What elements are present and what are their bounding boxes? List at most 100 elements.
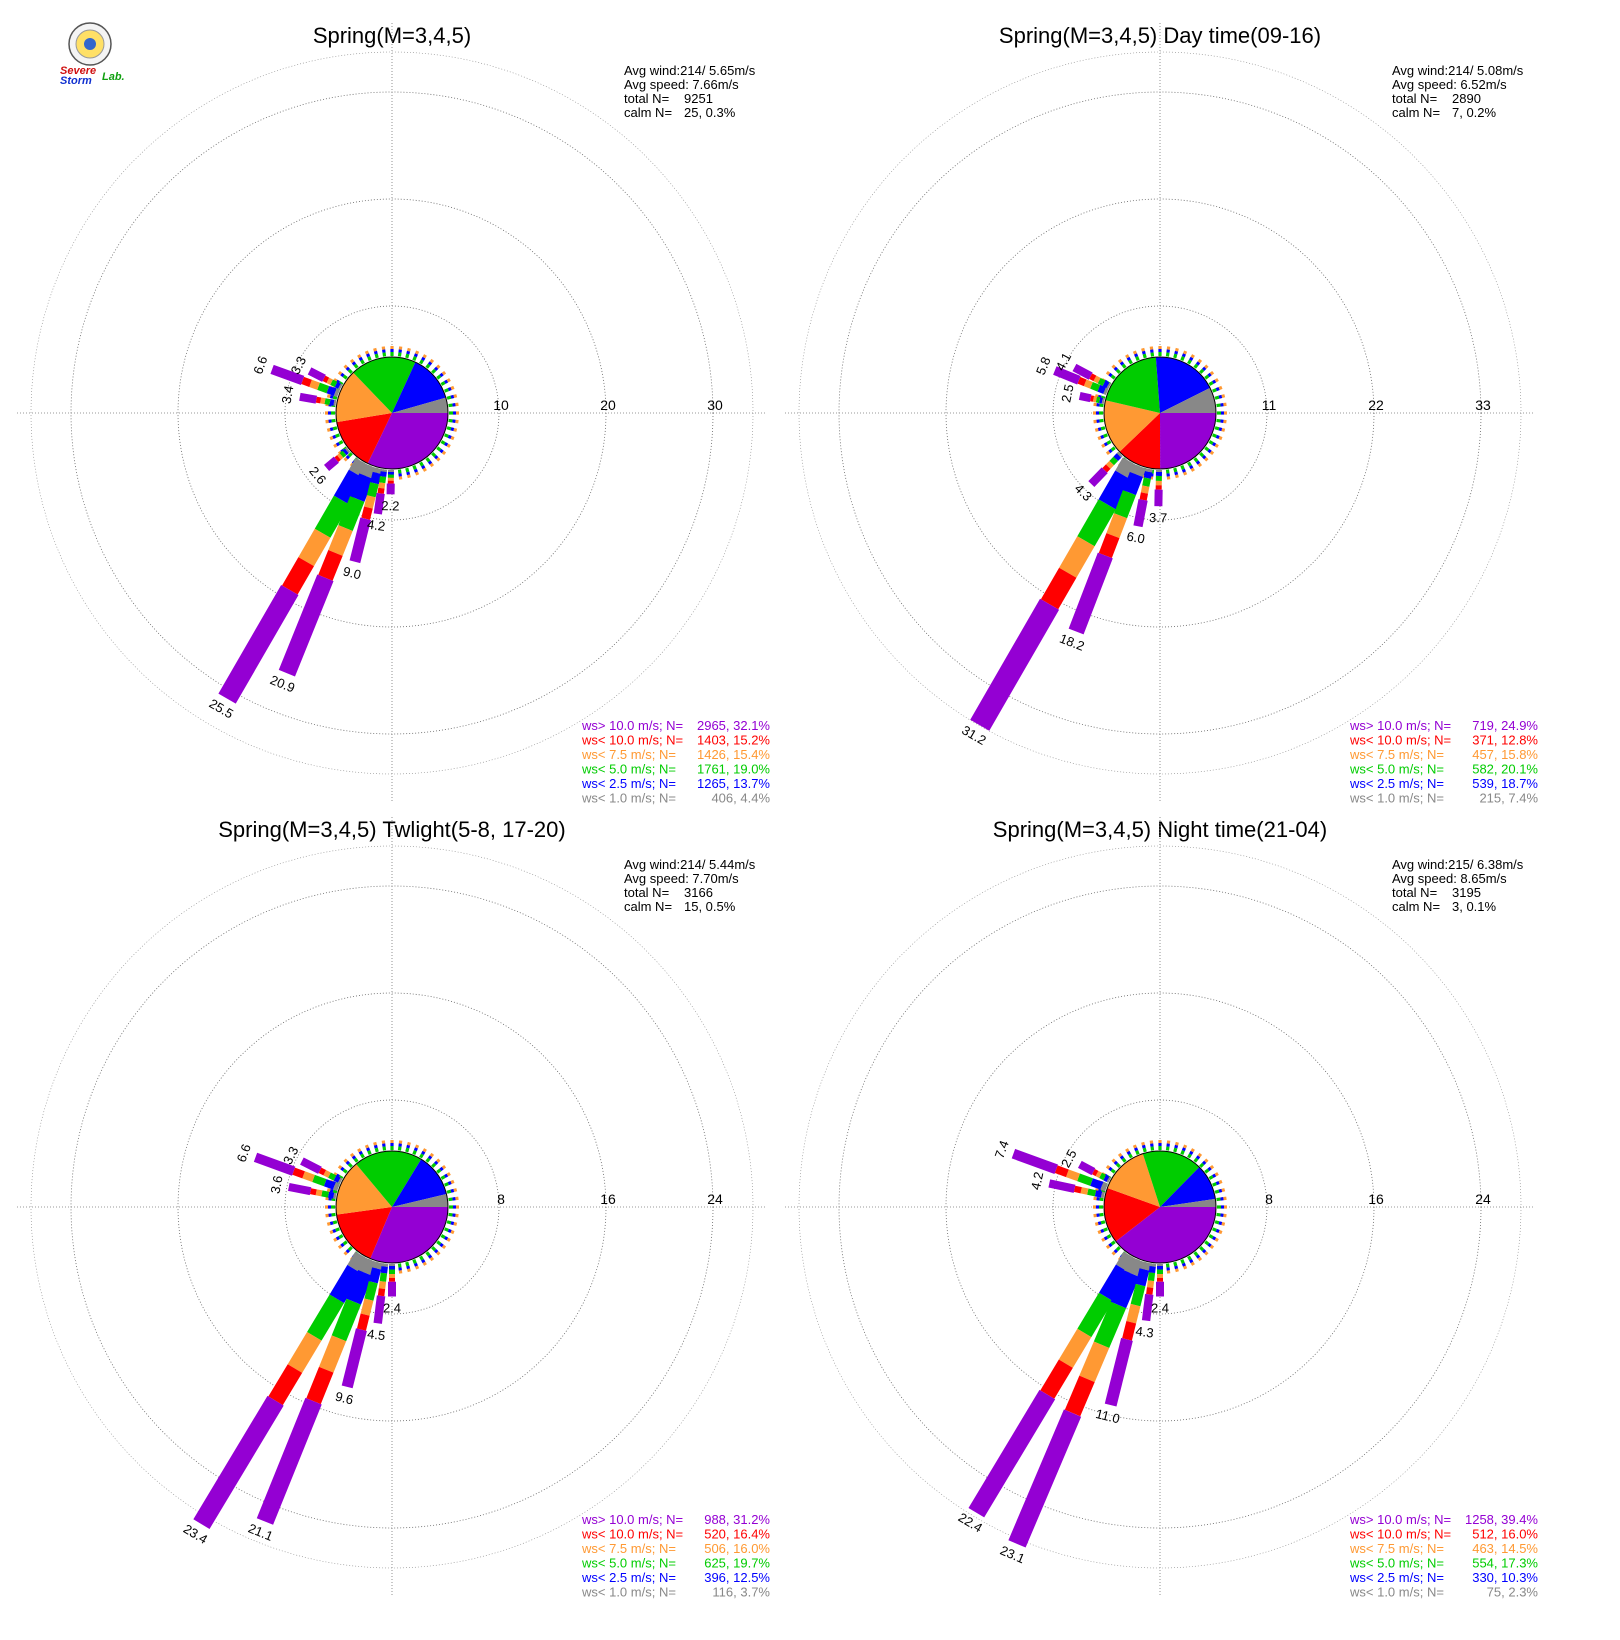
petal-segment: [326, 386, 337, 396]
rose-stub-tick: [1100, 426, 1106, 431]
pie-slice: [1115, 1207, 1216, 1263]
legend-bin-label: ws< 2.5 m/s; N=: [581, 1570, 676, 1585]
windrose-petal: 23.1: [998, 1256, 1146, 1566]
petal-segment: [314, 495, 350, 538]
rose-stub-tick: [1126, 1150, 1131, 1155]
petal-segment: [1090, 1178, 1104, 1190]
rose-stub-tick: [1189, 465, 1194, 470]
rose-stub-tick: [1195, 460, 1201, 465]
petal-segment: [1124, 1256, 1146, 1277]
rose-stub-tick: [1099, 403, 1104, 408]
petal-segment: [373, 492, 385, 515]
rose-stub-tick: [340, 1242, 345, 1248]
rose-stub-tick: [407, 1268, 411, 1273]
pie-slice: [1105, 357, 1160, 413]
petal-segment: [337, 1177, 343, 1184]
petal-value-label: 7.4: [992, 1138, 1012, 1160]
windrose-petal: 7.4: [992, 1138, 1108, 1192]
ring-label: 16: [600, 1191, 616, 1207]
windrose-petal: 6.6: [234, 1142, 340, 1192]
petal-segment: [1011, 1148, 1058, 1174]
petal-segment: [309, 379, 320, 390]
legend-count: 215, 7.4%: [1479, 791, 1538, 806]
rose-stub-tick: [397, 1146, 402, 1151]
petal-segment: [1116, 451, 1123, 458]
rose-stub-tick: [1199, 452, 1205, 458]
windrose-panel: Spring(M=3,4,5) Night time(21-04)8 16 247.…: [785, 817, 1538, 1600]
stat-value: 15, 0.5%: [684, 899, 736, 914]
rose-stub-tick: [441, 370, 447, 376]
petal-segment: [1143, 471, 1153, 479]
rose-stub-tick: [326, 1188, 331, 1192]
petal-value-label: 2.2: [381, 498, 399, 513]
range-ring: [177, 992, 607, 1422]
rose-stub-tick: [1218, 394, 1223, 399]
petal-segment: [1095, 396, 1101, 404]
rose-stub-tick: [415, 471, 420, 476]
range-ring: [838, 885, 1482, 1529]
legend-count: 75, 2.3%: [1487, 1585, 1539, 1600]
petal-segment: [336, 453, 344, 460]
petal-segment: [970, 598, 1060, 731]
rose-stub-tick: [1125, 354, 1130, 359]
petal-segment: [1040, 1359, 1073, 1399]
rose-stub-tick: [1180, 465, 1185, 470]
rose-stub-tick: [1174, 1265, 1179, 1270]
windrose-petal: 11.0: [1094, 1261, 1152, 1426]
rose-stub-tick: [1215, 434, 1220, 439]
rose-stub-tick: [406, 471, 411, 476]
rose-stub-tick: [412, 465, 417, 470]
rose-stub-tick: [382, 1146, 387, 1151]
rose-stub-tick: [447, 434, 452, 439]
rose-stub-tick: [1216, 403, 1221, 408]
rose-stub-tick: [429, 462, 435, 468]
rose-stub-tick: [431, 368, 437, 374]
rose-stub-tick: [345, 1249, 350, 1254]
rose-stub-tick: [347, 1162, 353, 1168]
rose-stub-tick: [1097, 1188, 1102, 1193]
rose-stub-tick: [422, 354, 427, 359]
rose-stub-tick: [335, 1173, 340, 1178]
legend-bin-label: ws< 1.0 m/s; N=: [581, 791, 676, 806]
legend-bin-label: ws< 2.5 m/s; N=: [581, 776, 676, 791]
rose-stub-tick: [373, 350, 378, 355]
petal-segment: [323, 1179, 336, 1190]
rose-stub-tick: [1113, 1160, 1118, 1165]
rose-stub-tick: [440, 1175, 446, 1180]
petal-segment: [1141, 1293, 1154, 1322]
petal-segment: [1089, 373, 1097, 382]
rose-stub-tick: [1209, 370, 1215, 376]
legend-count: 582, 20.1%: [1472, 762, 1538, 777]
rose-stub-tick: [413, 353, 418, 358]
petal-value-label: 4.2: [1028, 1170, 1046, 1191]
rose-stub-tick: [419, 1153, 424, 1159]
petal-segment: [268, 1364, 303, 1406]
windrose-panel: Spring(M=3,4,5)10 20 306.6 3.33.42.625.520.…: [17, 23, 770, 806]
petal-value-label: 4.2: [366, 517, 386, 534]
legend-count: 457, 15.8%: [1472, 747, 1538, 762]
petal-segment: [312, 1174, 327, 1187]
petal-segment: [346, 1270, 373, 1305]
petal-segment: [380, 1266, 388, 1274]
petal-segment: [1099, 397, 1103, 404]
legend-bin-label: ws< 5.0 m/s; N=: [1349, 1556, 1444, 1571]
rose-stub-tick: [448, 1197, 453, 1202]
rose-stub-tick: [1180, 1259, 1185, 1264]
windrose-petal: 2.5: [1058, 1147, 1112, 1183]
rose-stub-tick: [367, 1150, 372, 1155]
legend-count: 1258, 39.4%: [1465, 1512, 1538, 1527]
petal-value-label: 6.6: [234, 1142, 254, 1164]
rose-stub-tick: [1207, 372, 1212, 378]
legend-bin-label: ws< 10.0 m/s; N=: [1349, 733, 1451, 748]
rose-stub-tick: [436, 457, 441, 462]
rose-stub-tick: [1141, 1141, 1145, 1146]
range-ring: [284, 305, 500, 521]
rose-stub-tick: [436, 1158, 441, 1163]
rose-stub-tick: [373, 1141, 377, 1146]
legend-count: 406, 4.4%: [711, 791, 770, 806]
stat-line: Avg wind:214/ 5.44m/s: [624, 857, 756, 872]
rose-stub-tick: [333, 443, 338, 448]
rose-stub-tick: [1121, 1157, 1127, 1163]
rose-stub-tick: [1207, 1242, 1212, 1248]
rose-stub-tick: [347, 1246, 353, 1252]
